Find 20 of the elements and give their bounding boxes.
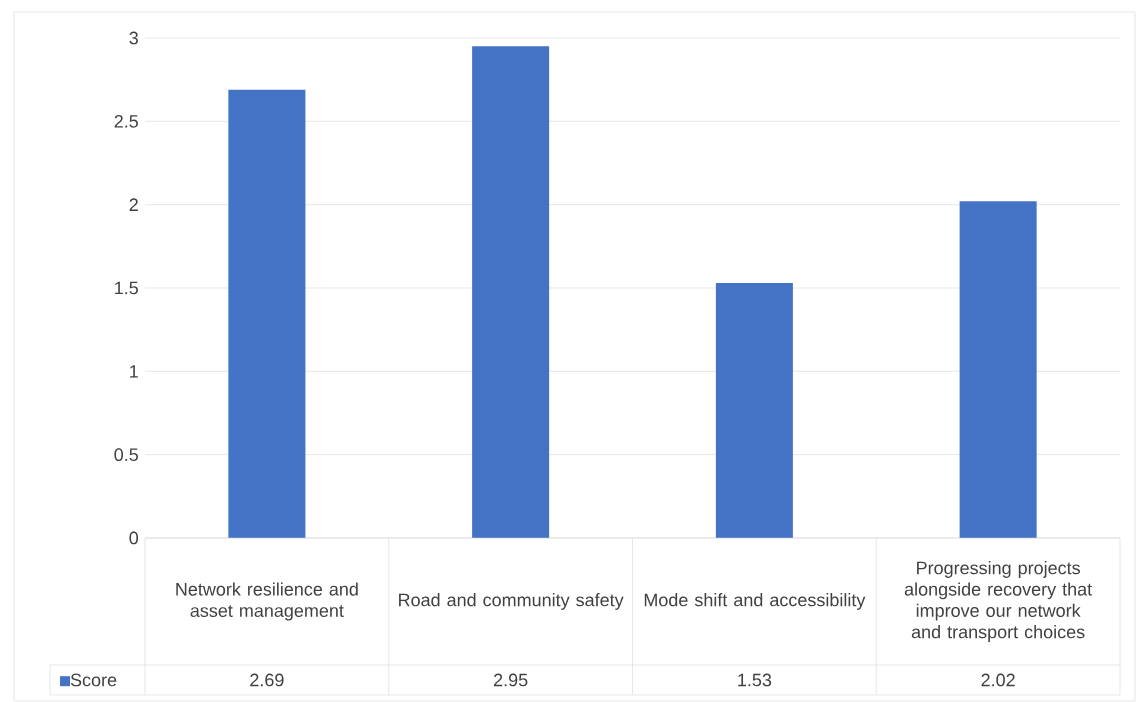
legend-label: Score — [70, 673, 117, 687]
x-tick-label: Network resilience and asset management — [176, 582, 358, 621]
y-tick-label: 3 — [129, 31, 138, 45]
y-tick-label: 1 — [130, 365, 138, 378]
x-tick-label: Mode shift and accessibility — [644, 593, 866, 610]
bar — [959, 201, 1037, 538]
data-label: 2.95 — [494, 673, 528, 687]
y-tick-label: 2.5 — [114, 114, 138, 128]
y-tick-label: 0.5 — [114, 448, 138, 462]
y-tick-label: 1.5 — [115, 281, 138, 295]
bar — [715, 282, 793, 538]
y-tick-label: 0 — [129, 531, 139, 545]
y-tick-label: 2 — [129, 198, 138, 211]
x-tick-label: Road and community safety — [399, 593, 624, 610]
data-label: 2.69 — [250, 673, 284, 687]
data-label: 1.53 — [738, 673, 772, 687]
bar — [472, 46, 550, 538]
bar — [228, 89, 306, 538]
data-label: 2.02 — [981, 673, 1015, 687]
x-tick-label: Progressing projects alongside recovery that improve our network and transport choices — [904, 561, 1093, 642]
